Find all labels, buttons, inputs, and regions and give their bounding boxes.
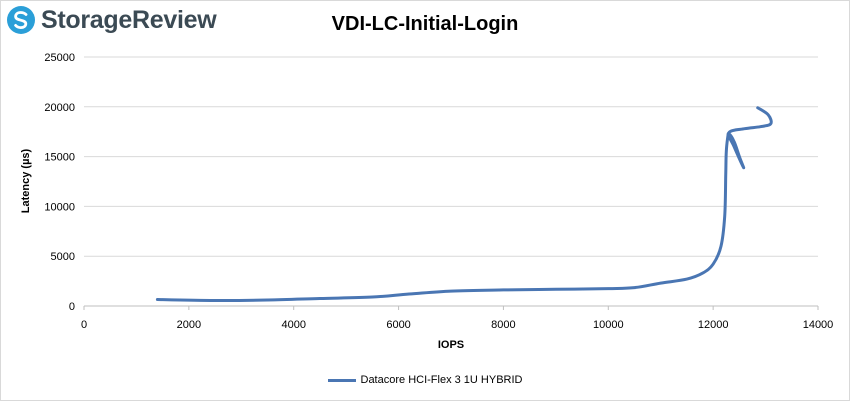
brand-name: StorageReview xyxy=(41,5,217,34)
series-line-0 xyxy=(155,106,773,303)
legend-swatch xyxy=(327,378,356,382)
series-layer xyxy=(155,106,773,303)
brand-logo: StorageReview xyxy=(6,5,217,35)
y-tick-label: 0 xyxy=(69,301,75,313)
x-tick-label: 10000 xyxy=(593,319,624,331)
x-axis-ticks: 0 2000 4000 6000 8000 10000 12000 14000 xyxy=(81,306,833,331)
x-tick-label: 4000 xyxy=(281,319,305,331)
gridlines xyxy=(84,56,818,307)
storagereview-logo-icon xyxy=(7,6,35,34)
x-tick-label: 6000 xyxy=(386,319,410,331)
legend: Datacore HCI-Flex 3 1U HYBRID xyxy=(0,374,850,386)
x-tick-label: 8000 xyxy=(491,319,515,331)
legend-label: Datacore HCI-Flex 3 1U HYBRID xyxy=(360,374,523,386)
x-axis-title: IOPS xyxy=(438,339,464,351)
x-tick-label: 2000 xyxy=(177,319,201,331)
x-tick-label: 14000 xyxy=(803,319,834,331)
x-tick-label: 12000 xyxy=(698,319,729,331)
y-tick-label: 20000 xyxy=(44,102,75,114)
y-tick-label: 15000 xyxy=(44,152,75,164)
chart-title: VDI-LC-Initial-Login xyxy=(331,13,519,35)
y-tick-label: 5000 xyxy=(51,251,75,263)
y-axis-ticks: 0 5000 10000 15000 20000 25000 xyxy=(44,52,75,313)
x-tick-label: 0 xyxy=(81,319,87,331)
y-tick-label: 25000 xyxy=(44,52,75,64)
y-axis-title: Latency (µs) xyxy=(20,148,32,213)
y-tick-label: 10000 xyxy=(44,201,75,213)
